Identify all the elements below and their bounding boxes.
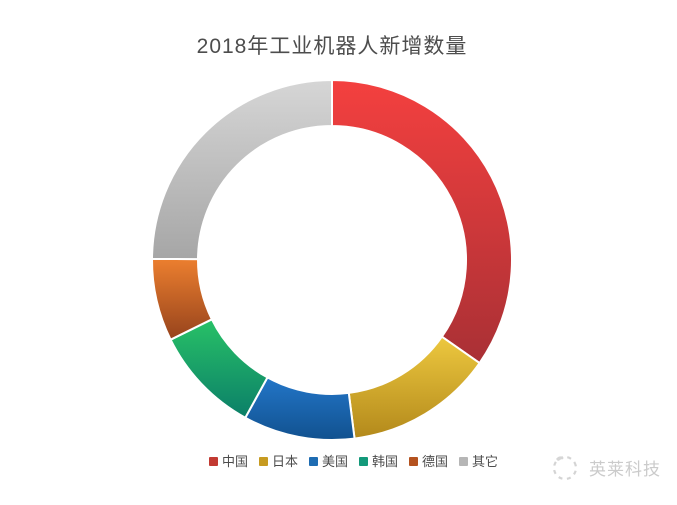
legend-label: 美国 [321, 454, 348, 469]
legend-label: 德国 [422, 454, 449, 469]
brand-logo-icon [552, 455, 578, 481]
donut-slice-韩国 [169, 318, 269, 419]
legend-swatch-icon [258, 457, 268, 466]
chart-legend: 中国 日本 美国 韩国 德国 其它 [30, 455, 677, 468]
legend-item-中国: 中国 [208, 454, 248, 469]
legend-label: 中国 [221, 454, 248, 469]
legend-item-韩国: 韩国 [359, 455, 398, 468]
legend-item-其它: 其它 [459, 455, 498, 468]
watermark: 英莱科技 [549, 451, 661, 483]
legend-swatch-icon [409, 457, 419, 466]
legend-item-德国: 德国 [409, 455, 448, 468]
legend-label: 日本 [271, 454, 298, 469]
legend-swatch-icon [459, 457, 469, 466]
legend-item-美国: 美国 [308, 454, 348, 469]
legend-label: 韩国 [372, 454, 399, 469]
legend-label: 其它 [472, 454, 499, 469]
legend-item-日本: 日本 [258, 454, 298, 469]
watermark-text: 英莱科技 [589, 459, 661, 479]
donut-slice-其它 [151, 79, 333, 261]
chart-title: 2018年工业机器人新增数量 [196, 35, 468, 58]
legend-swatch-icon [308, 457, 318, 466]
donut-slice-日本 [347, 335, 481, 440]
legend-swatch-icon [208, 457, 218, 466]
legend-swatch-icon [359, 457, 368, 466]
donut-slice-中国 [331, 79, 513, 365]
